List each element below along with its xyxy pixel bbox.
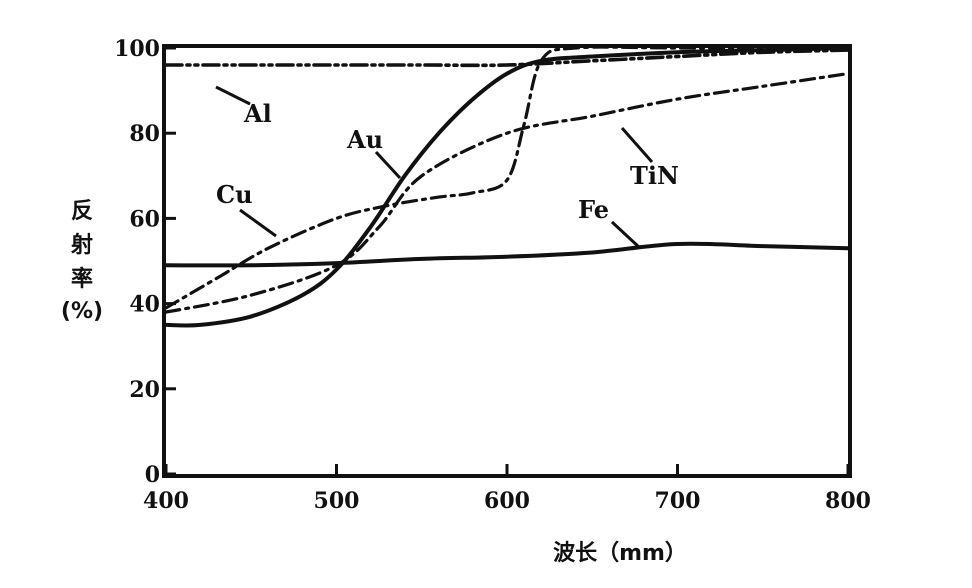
series-line-cu: [164, 45, 850, 310]
x-tick-label: 800: [825, 488, 871, 514]
x-tick-label: 500: [314, 488, 360, 514]
series-label-fe: Fe: [578, 195, 609, 224]
y-tick-label: 100: [114, 36, 160, 62]
x-tick-label: 400: [143, 488, 189, 514]
y-axis-title-line-3: 率: [71, 266, 93, 292]
leader-line-au: [374, 150, 402, 180]
series-line-tin: [164, 72, 850, 314]
series-label-au: Au: [346, 125, 383, 154]
y-axis-title-line-1: 反: [71, 199, 93, 224]
y-tick-label: 60: [129, 206, 160, 232]
x-tick-label: 600: [484, 488, 530, 514]
series-label-tin: TiN: [630, 161, 679, 190]
y-tick-label: 0: [145, 462, 160, 488]
y-tick-label: 40: [129, 292, 160, 318]
leader-line-cu: [239, 208, 277, 238]
x-axis-title: 波长（mm）: [553, 541, 687, 566]
y-axis-title-line-2: 射: [70, 232, 93, 258]
leader-line-tin: [620, 127, 654, 163]
series-label-cu: Cu: [216, 180, 253, 209]
series-line-fe: [164, 241, 850, 268]
y-axis-title-line-4: (%): [61, 299, 103, 324]
axis-ticks: 0 20 40 60 80 100 400 500 600 700 800: [114, 36, 871, 514]
series-line-au: [164, 46, 850, 328]
series-label-leaders: [215, 85, 654, 250]
series-label-al: Al: [243, 99, 272, 128]
x-tick-label: 700: [655, 488, 701, 514]
series-line-al: [164, 48, 850, 68]
leader-line-al: [215, 85, 251, 106]
y-tick-label: 80: [129, 121, 160, 147]
series-lines: [164, 45, 850, 328]
y-tick-label: 20: [129, 377, 160, 403]
leader-line-fe: [610, 220, 642, 250]
